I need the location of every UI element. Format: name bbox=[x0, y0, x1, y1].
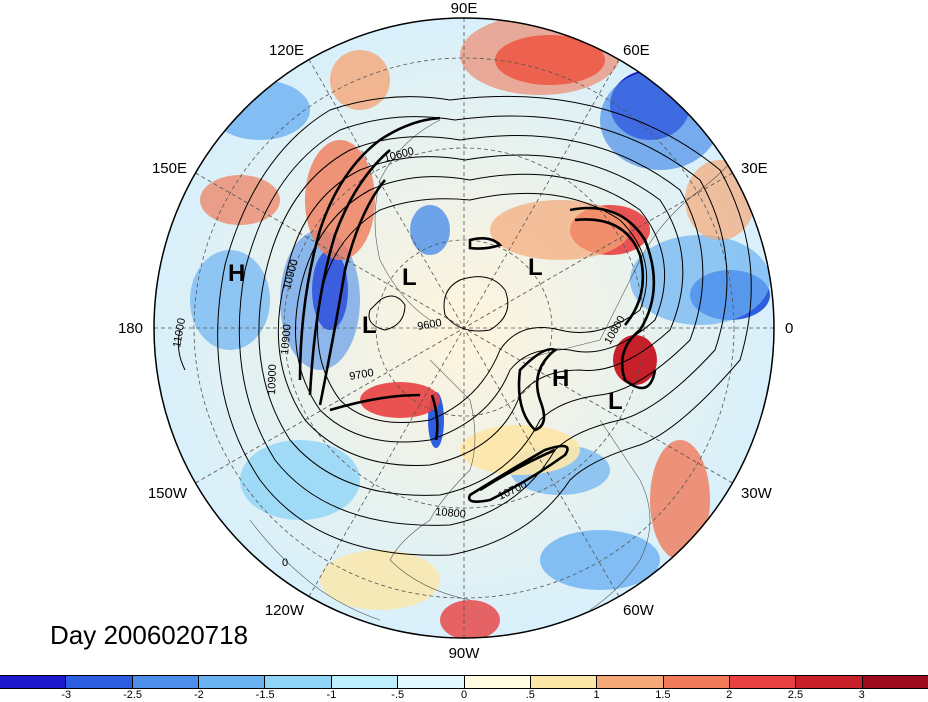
lon-label-120w: 120W bbox=[265, 602, 305, 619]
colorbar-tick-label: 2.5 bbox=[787, 689, 804, 701]
longitude-labels: 90E 60E 30E 0 30W 60W 90W 120W 150W 180 … bbox=[118, 0, 793, 662]
colorbar-tick-label: -2.5 bbox=[123, 689, 143, 701]
high-center: H bbox=[552, 365, 569, 392]
colorbar-swatch bbox=[331, 676, 399, 688]
day-label: Day 2006020718 bbox=[50, 620, 249, 650]
low-center: L bbox=[528, 254, 543, 281]
high-center: H bbox=[228, 260, 245, 287]
polar-map: 10600 10900 10900 10900 11000 9600 9700 … bbox=[118, 0, 793, 662]
contour-value-labels: 10600 10900 10900 10900 11000 9600 9700 … bbox=[171, 145, 628, 569]
colorbar-tick-label: 3 bbox=[858, 689, 865, 701]
colorbar-swatch bbox=[398, 676, 465, 688]
colorbar-swatch bbox=[265, 676, 332, 688]
colorbar-tick-label: -3 bbox=[61, 689, 72, 701]
map-border bbox=[153, 17, 775, 639]
contour-label: 11000 bbox=[171, 317, 188, 348]
colorbar-swatch bbox=[464, 676, 531, 688]
colorbar-swatch bbox=[132, 676, 200, 688]
jet-contours bbox=[298, 116, 657, 503]
low-center: L bbox=[608, 388, 623, 415]
lon-label-150w: 150W bbox=[148, 485, 188, 502]
colorbar-swatch bbox=[729, 676, 797, 688]
lon-label-150e: 150E bbox=[152, 160, 187, 177]
colorbar-tick-label: 1 bbox=[593, 689, 600, 701]
low-center: L bbox=[402, 264, 417, 291]
colorbar-tick-label: -1.5 bbox=[255, 689, 275, 701]
colorbar-tick-labels: -3 -2.5 -2 -1.5 -1 -.5 0 .5 1 1.5 2 2.5 3 bbox=[0, 689, 928, 702]
low-center: L bbox=[362, 312, 377, 339]
contour-label: 9600 bbox=[416, 317, 442, 333]
lon-label-90w: 90W bbox=[449, 645, 481, 662]
colorbar-swatch bbox=[597, 676, 664, 688]
colorbar-tick-label: 2 bbox=[726, 689, 733, 701]
lon-label-60w: 60W bbox=[623, 602, 655, 619]
colorbar-swatch bbox=[0, 676, 67, 688]
colorbar-swatch bbox=[796, 676, 863, 688]
pressure-centers: H L L L H L bbox=[228, 254, 623, 415]
colorbar-tick-label: 0 bbox=[460, 689, 468, 701]
colorbar-tick-label: .5 bbox=[525, 689, 535, 701]
height-contours bbox=[177, 95, 752, 556]
lon-label-90e: 90E bbox=[451, 0, 478, 17]
colorbar-swatch bbox=[862, 676, 928, 688]
contour-label: 10900 bbox=[279, 324, 294, 356]
lon-label-120e: 120E bbox=[269, 42, 304, 59]
colorbar-tick-label: -1 bbox=[326, 689, 337, 701]
lon-label-180: 180 bbox=[118, 320, 143, 337]
colorbar-swatch bbox=[530, 676, 598, 688]
lon-label-30w: 30W bbox=[741, 485, 773, 502]
lon-label-0: 0 bbox=[785, 320, 793, 337]
contour-label: 0 bbox=[282, 557, 288, 569]
lon-label-60e: 60E bbox=[623, 42, 650, 59]
colorbar-tick-label: -.5 bbox=[391, 689, 405, 701]
contour-label: 9700 bbox=[348, 367, 374, 383]
colorbar bbox=[0, 675, 928, 689]
lon-label-30e: 30E bbox=[741, 160, 768, 177]
colorbar-swatch bbox=[663, 676, 730, 688]
colorbar-tick-label: -2 bbox=[193, 689, 204, 701]
contour-label: 10800 bbox=[435, 506, 467, 521]
contour-label: 10900 bbox=[266, 364, 279, 395]
colorbar-tick-label: 1.5 bbox=[655, 689, 671, 701]
colorbar-swatch bbox=[66, 676, 133, 688]
colorbar-swatch bbox=[199, 676, 266, 688]
